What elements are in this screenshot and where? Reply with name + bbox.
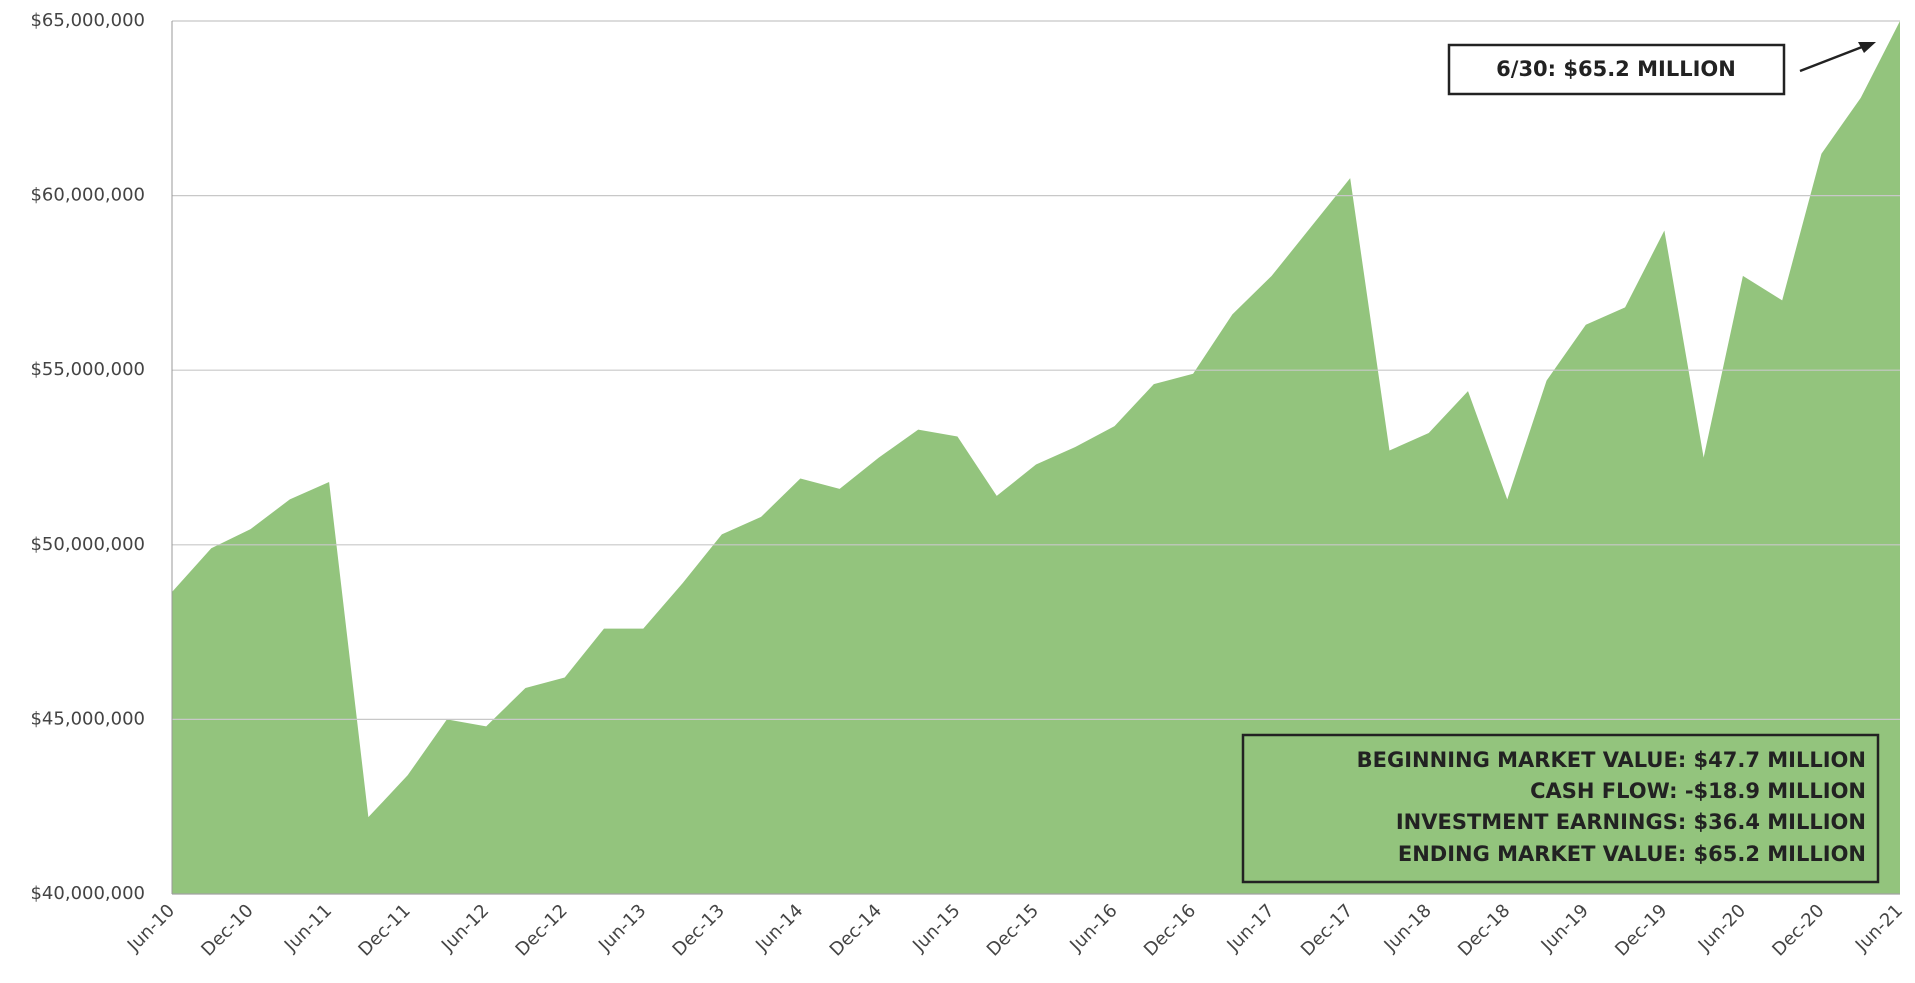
x-tick-label: Jun-11 <box>280 900 336 956</box>
x-tick-label: Jun-19 <box>1537 900 1593 956</box>
x-tick-label: Dec-15 <box>983 900 1043 960</box>
y-tick-label: $60,000,000 <box>30 185 145 206</box>
summary-line: ENDING MARKET VALUE: $65.2 MILLION <box>1398 842 1866 866</box>
x-tick-label: Jun-13 <box>594 900 650 956</box>
x-tick-label: Jun-14 <box>751 900 807 956</box>
x-tick-label: Dec-12 <box>512 900 572 960</box>
summary-box <box>1241 733 1880 884</box>
annotation: 6/30: $65.2 MILLION <box>1496 57 1736 81</box>
x-tick-label: Jun-10 <box>123 900 179 956</box>
annotation-box <box>1447 43 1786 96</box>
x-tick-label: Jun-21 <box>1851 900 1907 956</box>
x-tick-label: Dec-17 <box>1297 900 1357 960</box>
x-tick-label: Dec-13 <box>669 900 729 960</box>
arrow-head <box>1858 42 1876 53</box>
y-tick-label: $50,000,000 <box>30 534 145 555</box>
x-tick-label: Dec-20 <box>1768 900 1828 960</box>
x-tick-label: Jun-20 <box>1694 900 1750 956</box>
arrow <box>1799 45 1863 73</box>
y-tick-label: $45,000,000 <box>30 708 145 729</box>
area <box>172 21 1900 894</box>
x-tick-label: Dec-14 <box>826 900 886 960</box>
x-tick-label: Jun-16 <box>1065 900 1121 956</box>
x-tick-label: Dec-19 <box>1611 900 1671 960</box>
x-tick-label: Jun-12 <box>437 900 493 956</box>
x-tick-label: Dec-16 <box>1140 900 1200 960</box>
y-tick-label: $65,000,000 <box>30 10 145 31</box>
x-tick-label: Dec-10 <box>197 900 257 960</box>
x-tick-label: Dec-11 <box>354 900 414 960</box>
summary-line: CASH FLOW: -$18.9 MILLION <box>1530 779 1866 803</box>
summary-line: BEGINNING MARKET VALUE: $47.7 MILLION <box>1357 748 1866 772</box>
y-tick-label: $55,000,000 <box>30 359 145 380</box>
y-tick-label: $40,000,000 <box>30 883 145 904</box>
x-tick-label: Jun-18 <box>1380 900 1436 956</box>
summary-line: INVESTMENT EARNINGS: $36.4 MILLION <box>1396 810 1866 834</box>
x-tick-label: Jun-15 <box>908 900 964 956</box>
x-tick-label: Jun-17 <box>1222 900 1278 956</box>
x-tick-label: Dec-18 <box>1454 900 1514 960</box>
